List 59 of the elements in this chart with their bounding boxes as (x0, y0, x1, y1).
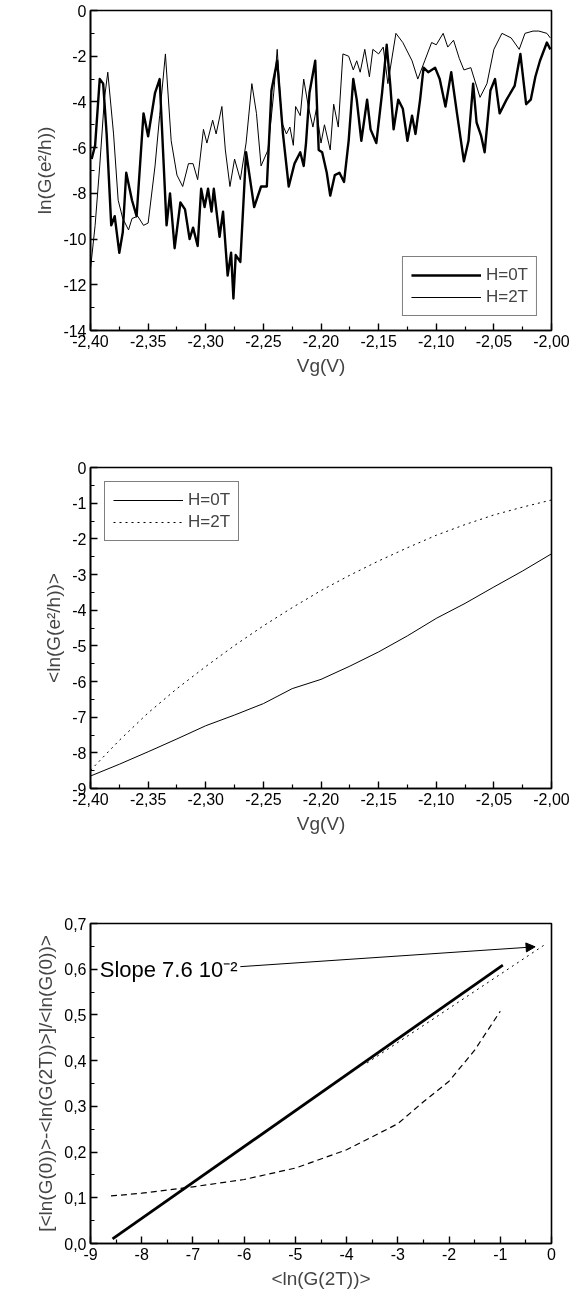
x-tick-label: -4 (339, 1245, 354, 1263)
x-tick-label: -2,00 (533, 790, 570, 808)
y-tick-label: -4 (72, 602, 87, 620)
y-tick-label: 0,2 (64, 1144, 87, 1162)
y-tick-label: -8 (72, 744, 87, 762)
legend-label: H=0T (188, 490, 231, 510)
x-tick-label: -2,15 (360, 790, 397, 808)
y-tick-label: -2 (72, 48, 87, 66)
x-tick-label: -2,10 (418, 332, 455, 350)
y-tick-label: -10 (63, 231, 87, 249)
legend-label: H=0T (485, 265, 528, 285)
y-tick-label: -7 (72, 709, 87, 727)
x-tick-label: -2,10 (418, 790, 455, 808)
x-tick-label: -2,00 (533, 332, 570, 350)
y-tick-label: 0 (77, 2, 87, 20)
y-axis-title: ln(G(e²/h)) (34, 126, 56, 215)
x-tick-label: 0 (547, 1245, 557, 1263)
y-tick-label: 0 (77, 459, 87, 477)
y-tick-label: -12 (63, 276, 87, 294)
x-tick-label: -2,20 (302, 332, 340, 350)
y-tick-label: -2 (72, 530, 87, 548)
x-tick-label: -2,20 (302, 790, 340, 808)
x-tick-label: -1 (493, 1245, 508, 1263)
y-tick-label: 0,5 (64, 1006, 87, 1024)
x-axis-title: Vg(V) (296, 812, 346, 834)
x-tick-label: -2,30 (187, 332, 225, 350)
y-tick-label: -4 (72, 93, 87, 111)
x-tick-label: -2,30 (187, 790, 225, 808)
x-tick-label: -2,15 (360, 332, 397, 350)
x-tick-label: -2,05 (475, 332, 513, 350)
x-tick-label: -6 (237, 1245, 252, 1263)
x-tick-label: -5 (288, 1245, 303, 1263)
x-tick-label: -2,25 (245, 790, 282, 808)
y-tick-label: -1 (72, 495, 87, 513)
annotation: Slope 7.6 10⁻² (99, 956, 238, 982)
y-tick-label: 0,4 (64, 1052, 87, 1070)
y-tick-label: -3 (72, 566, 87, 584)
legend-label: H=2T (188, 512, 231, 532)
y-tick-label: -5 (72, 637, 87, 655)
y-tick-label: -6 (72, 139, 87, 157)
y-axis-title: <ln(G(e²/h))> (43, 573, 65, 683)
y-tick-label: -8 (72, 185, 87, 203)
y-tick-label: 0,1 (64, 1189, 87, 1207)
x-tick-label: -2,35 (129, 790, 167, 808)
y-tick-label: 0,6 (64, 961, 87, 979)
y-tick-label: 0,3 (64, 1098, 87, 1116)
x-tick-label: -2,25 (245, 332, 282, 350)
x-tick-label: -3 (390, 1245, 406, 1263)
x-axis-title: <ln(G(2T))> (271, 1267, 371, 1289)
x-tick-label: -2,05 (475, 790, 513, 808)
x-tick-label: -2,35 (129, 332, 167, 350)
y-axis-title: [<ln(G(0))>-<ln(G(2T))>]/<ln(G(0))> (35, 935, 57, 1232)
x-tick-label: -2 (441, 1245, 457, 1263)
x-tick-label: -8 (134, 1245, 149, 1263)
x-axis-title: Vg(V) (296, 354, 346, 376)
y-tick-label: -6 (72, 673, 87, 691)
y-tick-label: 0,7 (64, 915, 87, 933)
legend-label: H=2T (485, 287, 528, 307)
x-tick-label: -7 (185, 1245, 201, 1263)
